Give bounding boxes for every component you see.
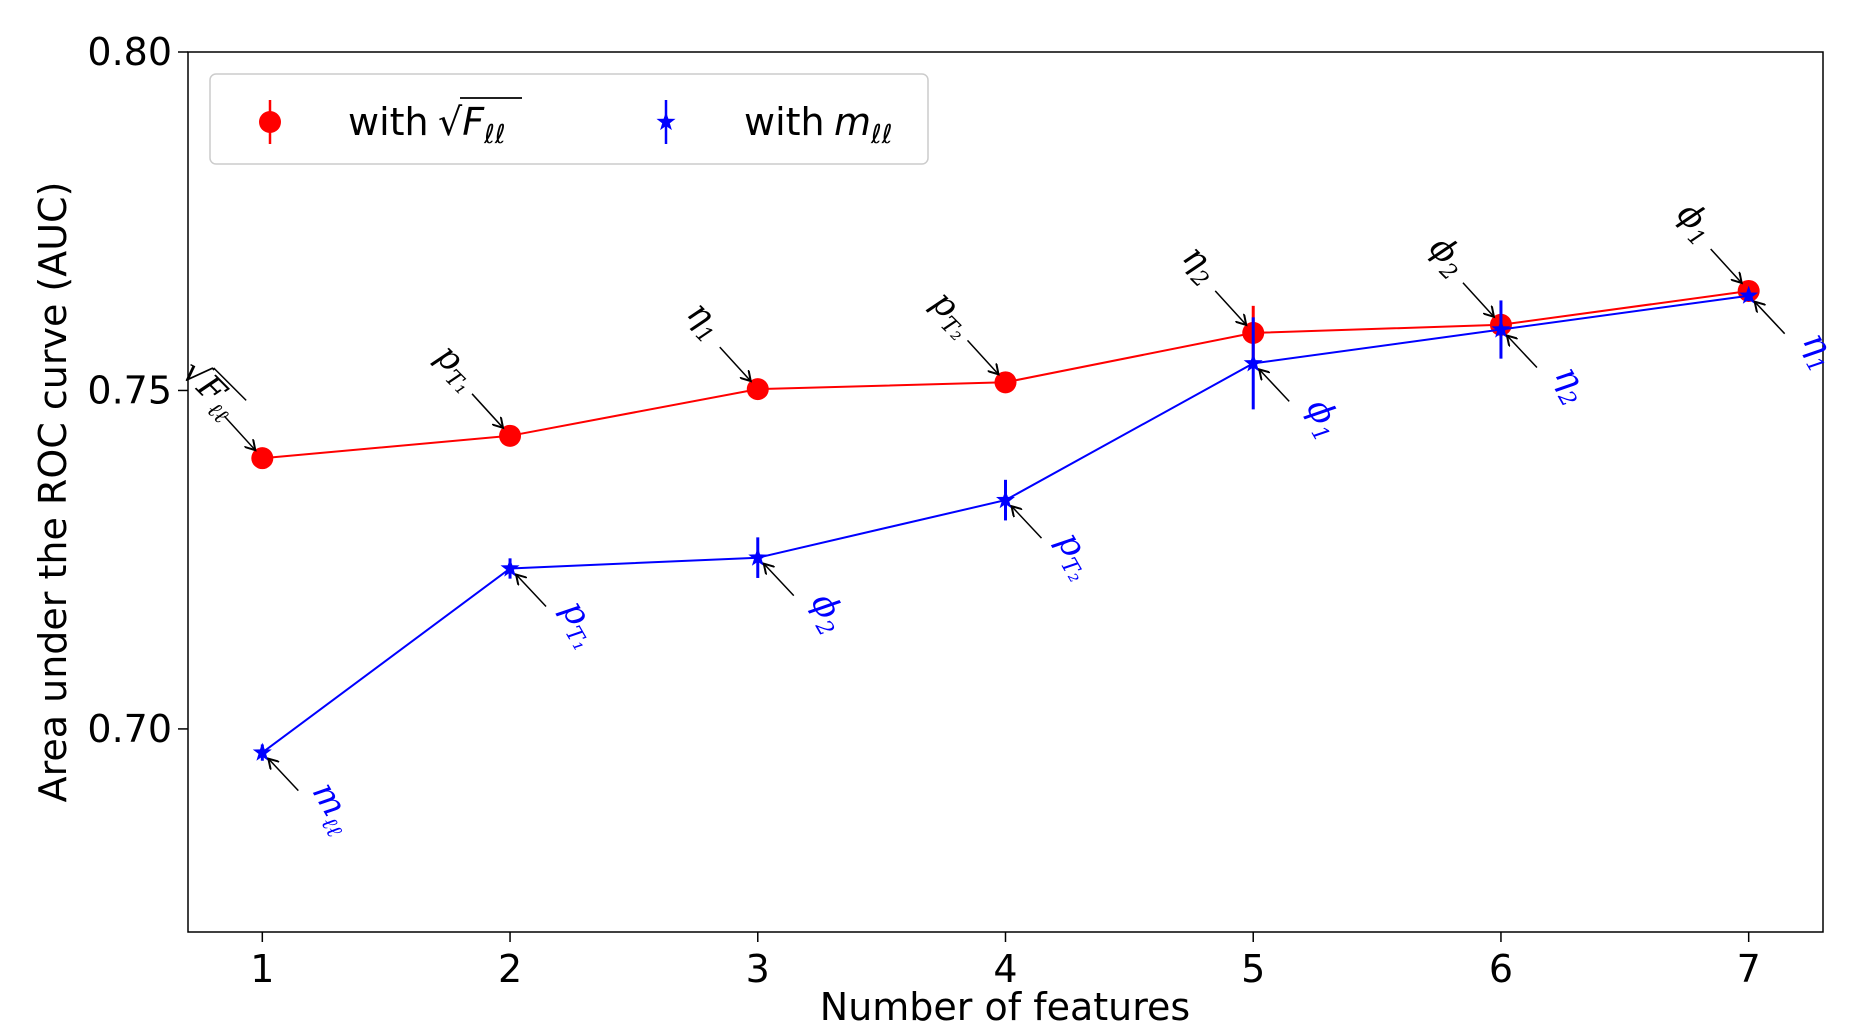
point-s1-6 xyxy=(1491,319,1511,338)
x-axis-label: Number of features xyxy=(820,985,1190,1022)
legend: with √Fℓℓ with mℓℓ xyxy=(209,73,929,165)
legend-symbol-sub-0: ℓℓ xyxy=(483,120,505,150)
point-s0-2 xyxy=(499,424,522,447)
arrow-s0-4 xyxy=(966,339,999,374)
x-tick-label-4: 4 xyxy=(993,947,1017,991)
legend-symbol-main-0: F xyxy=(462,100,485,144)
axis-ticks: 1 2 3 4 5 6 7 0.70 0.75 0.80 xyxy=(87,30,1760,991)
legend-label-0: with xyxy=(348,100,429,144)
point-s1-5 xyxy=(1243,353,1263,372)
point-s1-1 xyxy=(252,742,272,761)
annotation-s0-1-vinculum xyxy=(213,367,247,401)
arrow-s1-6 xyxy=(1507,336,1538,369)
legend-radical-0: √ xyxy=(438,100,463,144)
legend-symbol-sub-1: ℓℓ xyxy=(870,120,892,150)
x-tick-label-6: 6 xyxy=(1489,947,1513,991)
point-s1-4 xyxy=(996,490,1015,509)
legend-entry-mll: with mℓℓ xyxy=(656,100,893,150)
series-layer xyxy=(251,279,1760,761)
arrow-s1-1 xyxy=(268,759,299,792)
arrow-s0-2 xyxy=(471,393,503,428)
point-s1-3 xyxy=(748,547,768,566)
point-s0-1 xyxy=(251,447,274,470)
arrow-s1-5 xyxy=(1259,369,1290,402)
arrow-s0-7 xyxy=(1710,248,1742,283)
x-tick-label-5: 5 xyxy=(1241,947,1265,991)
legend-symbol-1: mℓℓ xyxy=(834,100,893,150)
legend-symbol-0: √Fℓℓ xyxy=(438,100,506,150)
point-s1-7 xyxy=(1739,285,1759,304)
y-axis-label: Area under the ROC curve (AUC) xyxy=(31,182,75,803)
arrow-s0-6 xyxy=(1462,282,1494,317)
x-tick-label-2: 2 xyxy=(498,947,522,991)
y-tick-label-0.80: 0.80 xyxy=(87,30,172,74)
point-s0-4 xyxy=(994,371,1017,394)
legend-frame xyxy=(209,73,929,165)
legend-marker-0 xyxy=(259,111,281,133)
x-tick-label-1: 1 xyxy=(250,947,274,991)
arrow-s1-3 xyxy=(764,564,795,597)
legend-entry-sqrt-f: with √Fℓℓ xyxy=(259,97,522,150)
arrow-s1-7 xyxy=(1755,302,1786,335)
y-tick-label-0.75: 0.75 xyxy=(87,368,172,412)
arrow-s0-1 xyxy=(223,415,255,450)
legend-label-1: with xyxy=(744,100,825,144)
point-s1-2 xyxy=(500,558,520,577)
x-tick-label-7: 7 xyxy=(1737,947,1761,991)
legend-symbol-main-1: m xyxy=(834,100,871,144)
arrow-s1-2 xyxy=(516,574,547,608)
legend-marker-1 xyxy=(656,112,676,131)
x-tick-label-3: 3 xyxy=(746,947,770,991)
arrow-s1-4 xyxy=(1012,506,1043,539)
arrow-s0-3 xyxy=(719,346,751,381)
point-s0-3 xyxy=(746,378,769,401)
y-tick-label-0.70: 0.70 xyxy=(87,707,172,751)
arrow-s0-5 xyxy=(1214,290,1246,325)
